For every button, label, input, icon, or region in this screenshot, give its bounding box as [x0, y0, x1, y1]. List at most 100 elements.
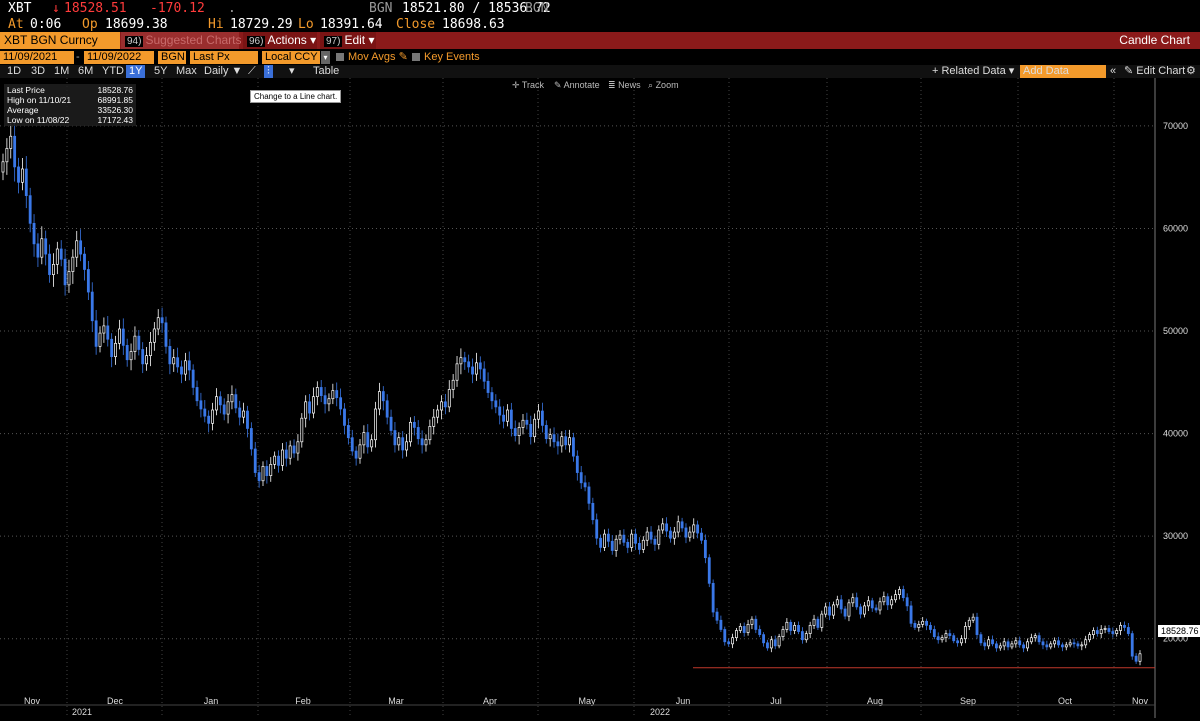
range-6m[interactable]: 6M [78, 65, 94, 77]
candle-body [866, 600, 870, 607]
candle-body [1010, 643, 1014, 648]
candle-body [804, 633, 808, 641]
candle-body [758, 629, 762, 635]
candle-body [746, 624, 750, 633]
source-field[interactable]: BGN [158, 51, 186, 64]
range-5y[interactable]: 5Y [154, 65, 168, 77]
annotate-tool[interactable]: ✎ Annotate [554, 80, 600, 91]
gear-icon[interactable]: ⚙ [1186, 65, 1196, 77]
chart-legend: Last Price 18528.76 High on 11/10/21 68991… [4, 84, 136, 126]
key-events-toggle[interactable]: Key Events [412, 51, 480, 64]
legend-label: Average [7, 105, 39, 115]
x-month-label: Nov [1132, 696, 1149, 706]
candle-body [665, 523, 668, 532]
end-date-field[interactable]: 11/09/2022 [84, 51, 154, 64]
candle-body [432, 416, 436, 427]
candle-body [447, 389, 451, 408]
add-data-input[interactable]: Add Data [1020, 65, 1106, 78]
table-button[interactable]: Table [313, 65, 340, 77]
candle-body [835, 599, 839, 606]
candle-body [137, 335, 141, 350]
open-value: 18699.38 [105, 17, 168, 32]
candle-body [1080, 644, 1084, 647]
candle-body [145, 355, 148, 365]
collapse-icon[interactable]: « [1110, 65, 1117, 77]
news-label: News [618, 80, 641, 90]
y-tick-label: 20000 [1163, 634, 1188, 644]
candle-body [284, 449, 288, 459]
period-select[interactable]: Daily ▼ [204, 65, 243, 77]
candle-body [1126, 627, 1130, 634]
range-1y[interactable]: 1Y [126, 65, 146, 78]
candle-body [63, 258, 67, 286]
candle-body [323, 395, 327, 405]
actions-button[interactable]: 96) Actions ▾ [243, 32, 317, 49]
currency-select[interactable]: Local CCY [262, 51, 320, 64]
candle-body [839, 599, 843, 610]
mov-avgs-toggle[interactable]: Mov Avgs ✎ [336, 51, 408, 64]
candle-body [327, 398, 331, 405]
start-date-field[interactable]: 11/09/2021 [0, 51, 74, 64]
key-events-label: Key Events [424, 51, 480, 63]
range-1d[interactable]: 1D [7, 65, 22, 77]
candle-body [1014, 640, 1018, 645]
candle-body [777, 636, 781, 647]
news-icon: ≣ [608, 80, 616, 90]
candle-body [304, 401, 308, 419]
candle-body [187, 360, 191, 371]
candle-body [331, 390, 335, 400]
candle-body [878, 601, 882, 611]
x-month-label: Mar [388, 696, 404, 706]
candle-body [152, 328, 156, 343]
legend-last-price: Last Price 18528.76 [7, 85, 133, 95]
candle-body [944, 633, 948, 639]
candle-body [769, 639, 773, 649]
range-1m[interactable]: 1M [54, 65, 70, 77]
chart-type-dropdown-icon[interactable]: ▾ [289, 65, 295, 77]
candle-body [455, 363, 459, 381]
news-tool[interactable]: ≣ News [608, 80, 641, 91]
suggested-charts-button[interactable]: 94) Suggested Charts [121, 32, 242, 49]
candle-chart[interactable]: 20000 30000 40000 50000 60000 70000 Nov Dec Jan F… [0, 78, 1200, 721]
edit-chart-button[interactable]: ✎ Edit Chart [1124, 65, 1185, 78]
range-ytd[interactable]: YTD [102, 65, 124, 77]
last-price: 18528.51 [64, 1, 127, 16]
candle-body [389, 416, 393, 431]
candle-body [397, 437, 401, 446]
candle-body [463, 357, 467, 363]
range-3d[interactable]: 3D [31, 65, 46, 77]
legend-low: Low on 11/08/22 17172.43 [7, 115, 133, 125]
candle-body [451, 379, 455, 390]
candle-body [292, 445, 296, 454]
candle-body [1041, 641, 1045, 646]
checkbox-icon [412, 53, 420, 62]
legend-value: 17172.43 [97, 115, 133, 125]
candle-body [393, 430, 397, 446]
candle-body [820, 613, 824, 628]
candle-body [905, 597, 909, 607]
zoom-tool[interactable]: ⌕ Zoom [648, 80, 679, 91]
line-chart-icon[interactable]: ⟋ [248, 65, 256, 77]
currency-dropdown-icon[interactable]: ▾ [321, 51, 330, 64]
edit-button[interactable]: 97) Edit ▾ [320, 32, 376, 49]
candle-body [509, 409, 513, 429]
track-tool[interactable]: ✛ Track [512, 80, 544, 91]
candle-body [424, 439, 428, 446]
candle-body [1123, 625, 1126, 628]
candle-body [1072, 642, 1076, 645]
candle-body [956, 640, 960, 644]
x-year-label: 2022 [650, 707, 670, 717]
candle-body [847, 602, 851, 617]
candle-body [707, 557, 711, 584]
candle-chart-icon[interactable]: ⫶ [264, 65, 273, 78]
candle-body [641, 539, 645, 550]
candle-body [952, 635, 956, 642]
security-field[interactable]: XBT BGN Curncy [0, 32, 120, 49]
candle-body [211, 409, 214, 424]
related-data-button[interactable]: + Related Data ▾ [932, 65, 1015, 77]
range-max[interactable]: Max [176, 65, 197, 77]
price-field-select[interactable]: Last Px [190, 51, 258, 64]
candle-body [409, 421, 412, 443]
candle-body [1, 161, 5, 173]
candle-body [676, 521, 680, 533]
